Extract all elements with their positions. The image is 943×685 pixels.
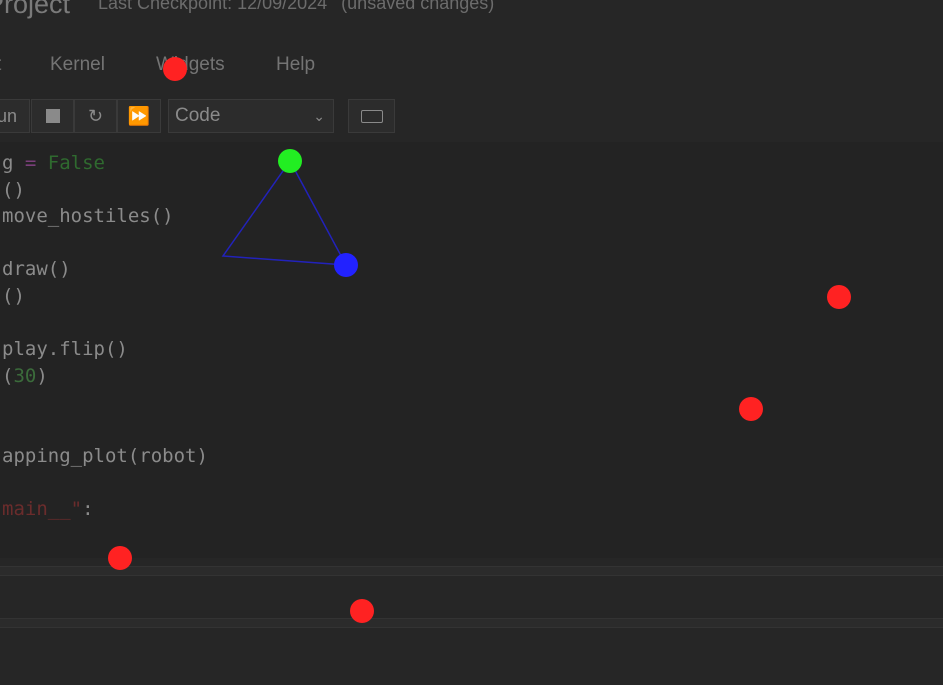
code-token: 30 bbox=[13, 364, 37, 387]
code-token: False bbox=[36, 152, 105, 174]
code-cell[interactable]: g = False () move_hostiles() draw() () play.f… bbox=[0, 142, 943, 558]
code-line: draw() bbox=[2, 258, 71, 281]
keyboard-icon bbox=[360, 109, 383, 123]
robot-outline bbox=[221, 159, 348, 266]
interrupt-kernel-button[interactable] bbox=[31, 99, 74, 133]
menu-item-help[interactable]: Help bbox=[276, 54, 316, 75]
hostile-marker bbox=[163, 57, 187, 81]
code-token: : bbox=[82, 497, 94, 520]
hostile-marker bbox=[108, 546, 132, 570]
code-line: g = False bbox=[2, 152, 105, 174]
code-token: g bbox=[2, 152, 25, 174]
menu-item-kernel[interactable]: Kernel bbox=[50, 54, 105, 75]
chevron-down-icon: ⌄ bbox=[313, 108, 325, 124]
fast-forward-icon: ⏩ bbox=[127, 105, 151, 126]
command-palette-button[interactable] bbox=[348, 99, 395, 133]
menu-item-partial[interactable]: t bbox=[0, 54, 1, 76]
hostile-marker bbox=[827, 285, 851, 309]
checkpoint-status: Last Checkpoint: 12/09/2024 (unsaved chan… bbox=[98, 0, 494, 14]
code-line: () bbox=[2, 285, 25, 307]
code-line: play.flip() bbox=[2, 338, 128, 361]
code-line: apping_plot(robot) bbox=[2, 444, 208, 467]
notebook-name[interactable]: Project bbox=[0, 0, 71, 19]
next-cell-separator bbox=[0, 566, 943, 576]
code-token: ( bbox=[2, 364, 14, 387]
restart-kernel-button[interactable]: ↻ bbox=[74, 99, 117, 133]
unsaved-indicator: (unsaved changes) bbox=[341, 0, 495, 13]
toolbar: un ↻ ⏩ Code ⌄ bbox=[0, 96, 943, 138]
page-footer bbox=[0, 653, 943, 685]
code-token: ) bbox=[36, 364, 48, 387]
run-label: un bbox=[0, 105, 17, 126]
target-marker bbox=[278, 149, 302, 173]
code-line: main__": bbox=[2, 498, 94, 520]
code-token: main__" bbox=[2, 497, 83, 520]
cell-type-value: Code bbox=[175, 105, 221, 126]
robot-marker bbox=[334, 253, 358, 277]
restart-icon: ↻ bbox=[87, 105, 104, 126]
code-line: (30) bbox=[2, 365, 48, 387]
code-token: = bbox=[24, 152, 37, 174]
checkpoint-text: Last Checkpoint: 12/09/2024 bbox=[98, 0, 328, 13]
stop-icon bbox=[45, 109, 60, 123]
hostile-marker bbox=[739, 397, 763, 421]
cell-type-select[interactable]: Code ⌄ bbox=[168, 99, 334, 133]
restart-run-all-button[interactable]: ⏩ bbox=[117, 99, 161, 133]
title-bar: Project Last Checkpoint: 12/09/2024 (unsa… bbox=[0, 0, 943, 30]
empty-cell-separator bbox=[0, 618, 943, 628]
code-line: () bbox=[2, 178, 25, 201]
hostile-marker bbox=[350, 599, 374, 623]
code-line: move_hostiles() bbox=[2, 205, 174, 228]
run-button[interactable]: un bbox=[0, 99, 30, 133]
